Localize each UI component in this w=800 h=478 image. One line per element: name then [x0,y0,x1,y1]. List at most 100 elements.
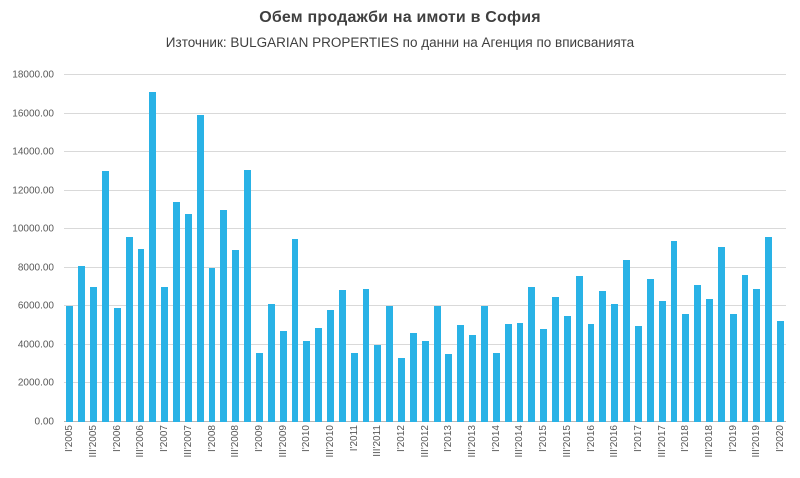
bar-slot [573,75,585,422]
x-slot: III'2005 [88,425,100,458]
bar-slot [372,75,384,422]
x-tick-label: I'2007 [159,425,171,452]
bar-slot [467,75,479,422]
bar [670,240,678,422]
x-slot: I'2010 [301,425,313,452]
bar-slot [265,75,277,422]
x-slot: III'2012 [419,425,431,458]
bar [587,323,595,422]
bar [409,333,417,422]
bar-slot [431,75,443,422]
bar-slot [490,75,502,422]
gridline [64,228,786,230]
bar-slot [704,75,716,422]
bar [244,170,251,422]
bar-slot [443,75,455,422]
bar-slot [76,75,88,422]
bar [386,306,394,422]
bar [362,288,370,422]
gridline [64,74,786,75]
bar-slot [585,75,597,422]
bar-slot [538,75,550,422]
bar-slot [680,75,692,422]
x-slot: III'2008 [230,425,242,458]
bar [658,300,666,422]
bar-slot [171,75,183,422]
bar-slot [455,75,467,422]
x-tick-label: I'2020 [775,425,787,452]
bar [682,314,690,422]
y-tick-label: 12000.00 [12,185,54,197]
x-slot: III'2009 [277,425,289,458]
x-slot: III'2019 [751,425,763,458]
y-tick-label: 8000.00 [17,262,54,274]
bar [457,324,465,422]
bar [623,260,630,422]
chart-title: Обем продажби на имоти в София [259,9,541,26]
x-slot: III'2017 [656,425,668,458]
bar-slot [396,75,408,422]
bar [398,358,405,422]
bar [279,331,287,422]
bar [232,250,240,422]
x-tick-label: III'2012 [419,425,431,458]
x-slot: I'2012 [396,425,408,452]
bar-slot [289,75,301,422]
bar-slot [479,75,491,422]
bar-slot [727,75,739,422]
bar [563,315,571,422]
bar [575,276,583,422]
bar-slot [609,75,621,422]
x-slot: III'2018 [704,425,716,458]
bar [113,308,121,422]
x-tick-label: I'2014 [490,425,502,452]
y-tick-label: 0.00 [34,416,54,428]
bar [646,279,654,422]
bar [528,287,536,422]
x-tick-label: III'2009 [277,425,289,458]
plot-area [64,74,786,422]
bar-slot [514,75,526,422]
bar [433,306,441,422]
y-tick-label: 14000.00 [12,146,54,158]
x-slot: I'2015 [538,425,550,452]
x-slot: I'2017 [633,425,645,452]
bar [694,285,702,422]
bar-slot [597,75,609,422]
bar-slot [419,75,431,422]
x-tick-label: I'2017 [632,425,644,452]
bar [255,352,263,422]
gridline [64,112,786,114]
y-tick-label: 6000.00 [17,300,54,312]
bar [516,322,524,422]
bar [765,236,773,422]
x-slot: III'2010 [325,425,337,458]
bar [315,327,323,422]
bar [481,306,488,422]
bar-slot [325,75,337,422]
x-tick-label: III'2005 [88,425,100,458]
y-tick-label: 10000.00 [12,223,54,235]
bar [540,329,548,422]
x-tick-label: I'2005 [64,425,76,452]
bar [90,287,98,422]
bar-slot [254,75,266,422]
x-tick-label: III'2018 [703,425,715,458]
bar [184,213,192,422]
bar [469,335,477,422]
x-tick-label: III'2013 [467,425,479,458]
x-slot: I'2016 [585,425,597,452]
bar-slot [561,75,573,422]
bar [421,341,429,422]
bar [753,288,761,422]
bar-slot [194,75,206,422]
x-tick-label: III'2014 [514,425,526,458]
bar-slot [656,75,668,422]
y-axis: 0.00 2000.00 4000.00 6000.00 8000.00 10000.00… [0,70,58,428]
bar-slot [621,75,633,422]
x-slot: III'2014 [514,425,526,458]
y-tick-label: 4000.00 [17,339,54,351]
bar [291,238,299,422]
x-slot: III'2011 [372,425,384,457]
bar [102,171,109,422]
